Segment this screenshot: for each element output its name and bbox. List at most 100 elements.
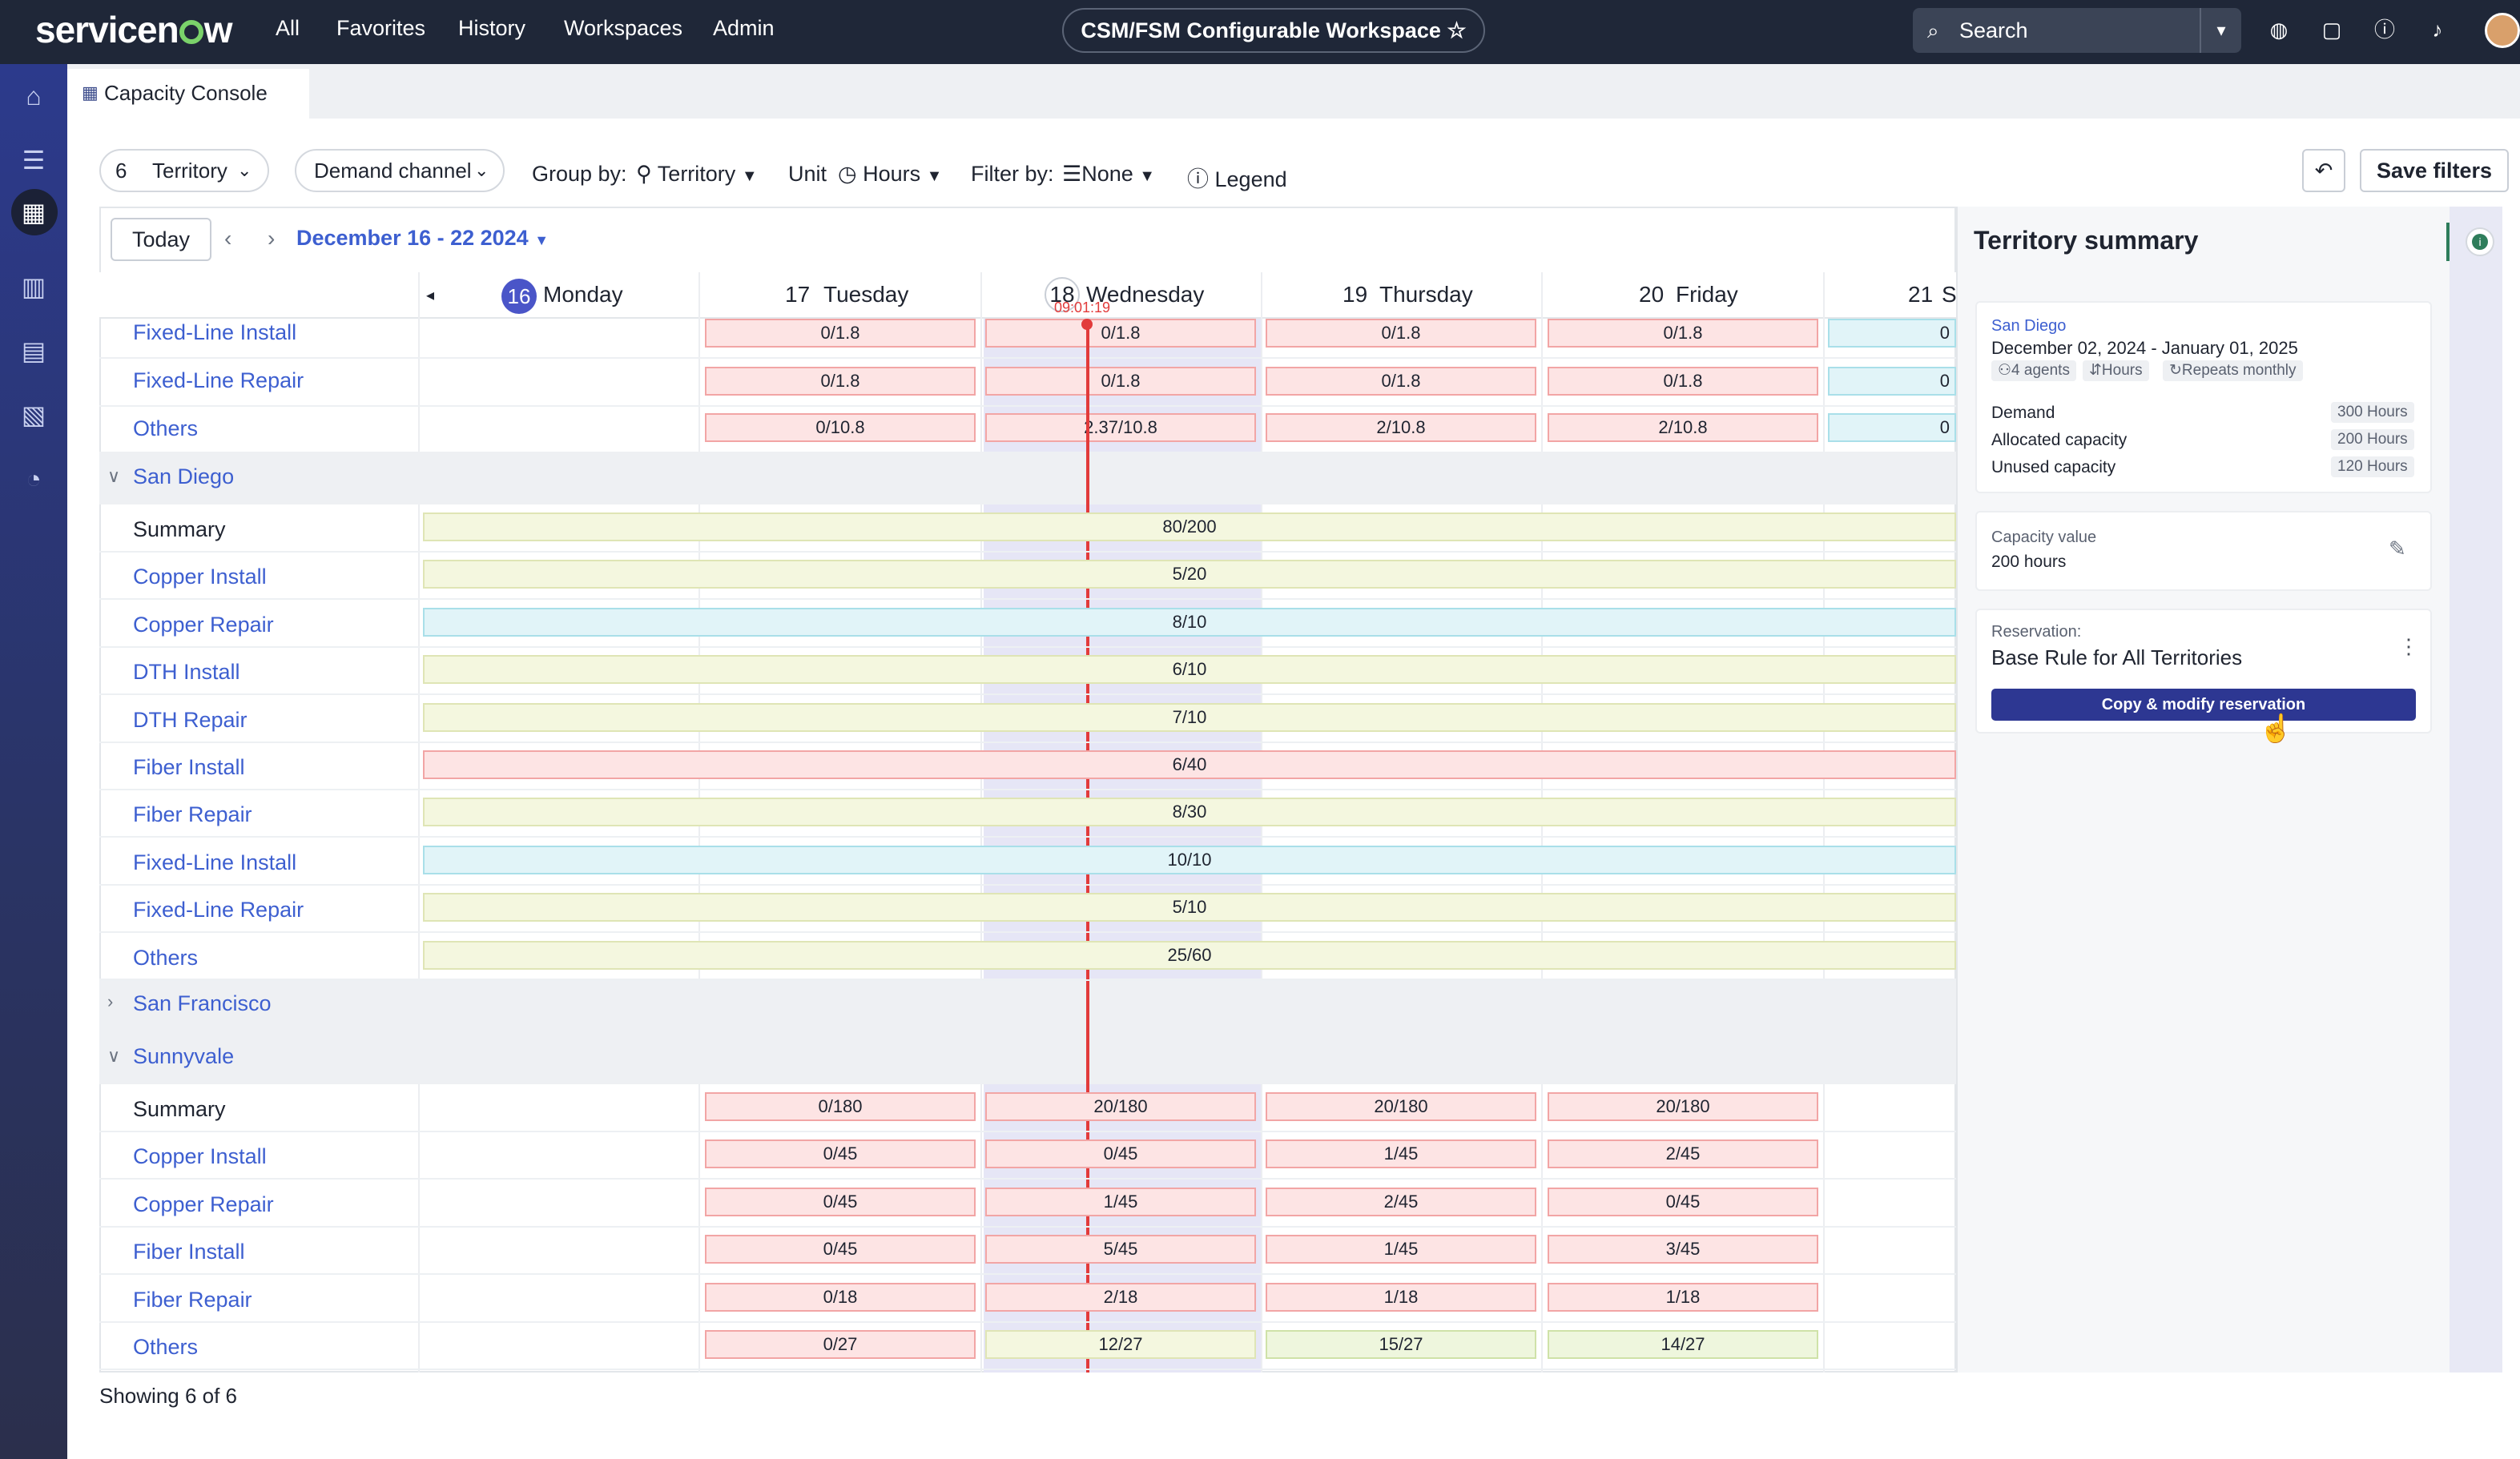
capacity-cell[interactable]: 0/1.8 [705, 367, 976, 396]
capacity-cell[interactable]: 1/18 [1548, 1283, 1818, 1312]
previous-week-icon[interactable]: ‹ [224, 226, 232, 251]
capacity-bar[interactable]: 6/10 [423, 655, 1956, 684]
schedule-icon[interactable]: ▧ [21, 400, 46, 429]
capacity-bar[interactable]: 8/30 [423, 798, 1956, 826]
help-icon[interactable]: ⓘ [2373, 18, 2395, 42]
capacity-cell[interactable]: 0/45 [985, 1139, 1256, 1168]
capacity-cell[interactable]: 20/180 [1548, 1092, 1818, 1121]
today-button[interactable]: Today [111, 218, 211, 261]
servicenow-logo[interactable]: servicen w [35, 9, 232, 50]
capacity-cell[interactable]: 0/27 [705, 1330, 976, 1359]
group-by-dropdown[interactable]: ⚲ Territory ▼ [636, 162, 758, 187]
row-label-copper-repair[interactable]: Copper Repair [133, 1192, 274, 1216]
search-scope-dropdown-icon[interactable]: ▾ [2200, 8, 2241, 53]
capacity-cell[interactable]: 0 [1828, 319, 1956, 348]
chevron-right-icon[interactable]: › [107, 991, 114, 1011]
capacity-bar[interactable]: 7/10 [423, 703, 1956, 732]
filter-dropdown[interactable]: ☰None ▼ [1062, 162, 1155, 187]
capacity-cell[interactable]: 0/1.8 [985, 319, 1256, 348]
capacity-bar[interactable]: 6/40 [423, 750, 1956, 779]
row-fixed-line-install[interactable]: Fixed-Line Install [133, 320, 297, 344]
card-icon[interactable]: ▤ [21, 336, 46, 365]
capacity-cell[interactable]: 0/1.8 [1548, 367, 1818, 396]
capacity-cell[interactable]: 0/45 [705, 1235, 976, 1264]
board-icon[interactable]: ▥ [21, 272, 46, 301]
capacity-cell[interactable]: 1/18 [1266, 1283, 1536, 1312]
group-label-sunnyvale[interactable]: Sunnyvale [133, 1044, 235, 1068]
capacity-cell[interactable]: 0/1.8 [705, 319, 976, 348]
capacity-bar[interactable]: 25/60 [423, 941, 1956, 970]
capacity-cell[interactable]: 1/45 [985, 1188, 1256, 1216]
avatar[interactable] [2485, 13, 2520, 48]
dashboard-icon[interactable]: ◔ [26, 464, 42, 493]
row-label-copper-repair[interactable]: Copper Repair [133, 613, 274, 637]
capacity-cell[interactable]: 0/10.8 [705, 413, 976, 442]
capacity-bar[interactable]: 10/10 [423, 846, 1956, 874]
group-row-san-francisco[interactable] [99, 979, 1956, 1031]
home-icon[interactable]: ⌂ [26, 82, 42, 111]
date-range-picker[interactable]: December 16 - 22 2024 ▼ [296, 226, 549, 251]
list-icon[interactable]: ☰ [22, 146, 46, 175]
reset-button[interactable]: ↶ [2302, 149, 2345, 192]
capacity-bar[interactable]: 5/10 [423, 893, 1956, 922]
group-row-sunnyvale[interactable] [99, 1031, 1956, 1084]
chevron-down-icon[interactable]: ∨ [107, 1046, 121, 1066]
row-label-dth-install[interactable]: DTH Install [133, 660, 240, 684]
nav-history[interactable]: History [458, 16, 526, 40]
nav-admin[interactable]: Admin [713, 16, 775, 40]
group-row-san-diego[interactable] [99, 452, 1956, 504]
row-label-fixed-line-repair[interactable]: Fixed-Line Repair [133, 898, 304, 922]
nav-workspaces[interactable]: Workspaces [564, 16, 683, 40]
more-options-icon[interactable]: ⋮ [2398, 634, 2419, 658]
chat-icon[interactable]: ▢ [2321, 18, 2342, 42]
row-label-fiber-repair[interactable]: Fiber Repair [133, 1288, 252, 1312]
star-icon[interactable]: ☆ [1447, 18, 1467, 42]
capacity-bar[interactable]: 8/10 [423, 608, 1956, 637]
row-label-others[interactable]: Others [133, 946, 199, 970]
row-label-copper-install[interactable]: Copper Install [133, 1144, 267, 1168]
info-panel-toggle[interactable]: i [2466, 227, 2494, 256]
row-label-fiber-install[interactable]: Fiber Install [133, 1240, 245, 1264]
capacity-cell[interactable]: 2/45 [1266, 1188, 1536, 1216]
capacity-cell[interactable]: 1/45 [1266, 1139, 1536, 1168]
workspace-switcher[interactable]: CSM/FSM Configurable Workspace ☆ [1062, 8, 1485, 53]
capacity-cell[interactable]: 12/27 [985, 1330, 1256, 1359]
chevron-down-icon[interactable]: ∨ [107, 466, 121, 486]
capacity-cell[interactable]: 0/1.8 [1266, 367, 1536, 396]
row-label-others[interactable]: Others [133, 1335, 199, 1359]
capacity-cell[interactable]: 3/45 [1548, 1235, 1818, 1264]
capacity-bar[interactable]: 80/200 [423, 512, 1956, 541]
global-search[interactable]: ⌕ Search ▾ [1913, 8, 2241, 53]
capacity-cell[interactable]: 15/27 [1266, 1330, 1536, 1359]
territory-selector[interactable]: 6 Territory ⌄ [99, 149, 269, 192]
capacity-cell[interactable]: 0/1.8 [985, 367, 1256, 396]
capacity-cell[interactable]: 0/1.8 [1548, 319, 1818, 348]
demand-channel-selector[interactable]: Demand channel ⌄ [295, 149, 505, 192]
row-label-fiber-install[interactable]: Fiber Install [133, 755, 245, 779]
capacity-cell[interactable]: 14/27 [1548, 1330, 1818, 1359]
unit-dropdown[interactable]: ◷ Hours ▼ [838, 162, 942, 187]
group-label-san-diego[interactable]: San Diego [133, 464, 235, 488]
capacity-cell[interactable]: 0/45 [705, 1139, 976, 1168]
capacity-console-icon[interactable]: ▦ [21, 198, 46, 227]
capacity-cell[interactable]: 2/10.8 [1266, 413, 1536, 442]
capacity-cell[interactable]: 20/180 [1266, 1092, 1536, 1121]
row-label-fixed-line-install[interactable]: Fixed-Line Install [133, 850, 297, 874]
capacity-cell[interactable]: 0/45 [1548, 1188, 1818, 1216]
capacity-cell[interactable]: 0 [1828, 367, 1956, 396]
save-filters-button[interactable]: Save filters [2360, 149, 2509, 192]
scroll-left-icon[interactable]: ◂ [426, 287, 435, 304]
capacity-cell[interactable]: 0 [1828, 413, 1956, 442]
capacity-cell[interactable]: 1/45 [1266, 1235, 1536, 1264]
row-fixed-line-repair[interactable]: Fixed-Line Repair [133, 368, 304, 392]
capacity-cell[interactable]: 5/45 [985, 1235, 1256, 1264]
capacity-cell[interactable]: 2.37/10.8 [985, 413, 1256, 442]
summary-territory-link[interactable]: San Diego [1991, 317, 2067, 335]
capacity-cell[interactable]: 20/180 [985, 1092, 1256, 1121]
next-week-icon[interactable]: › [268, 226, 276, 251]
legend-button[interactable]: ⓘ Legend [1187, 162, 1287, 193]
row-label-copper-install[interactable]: Copper Install [133, 565, 267, 589]
nav-favorites[interactable]: Favorites [336, 16, 426, 40]
copy-modify-reservation-button[interactable]: Copy & modify reservation [1991, 689, 2416, 721]
row-others[interactable]: Others [133, 416, 199, 440]
